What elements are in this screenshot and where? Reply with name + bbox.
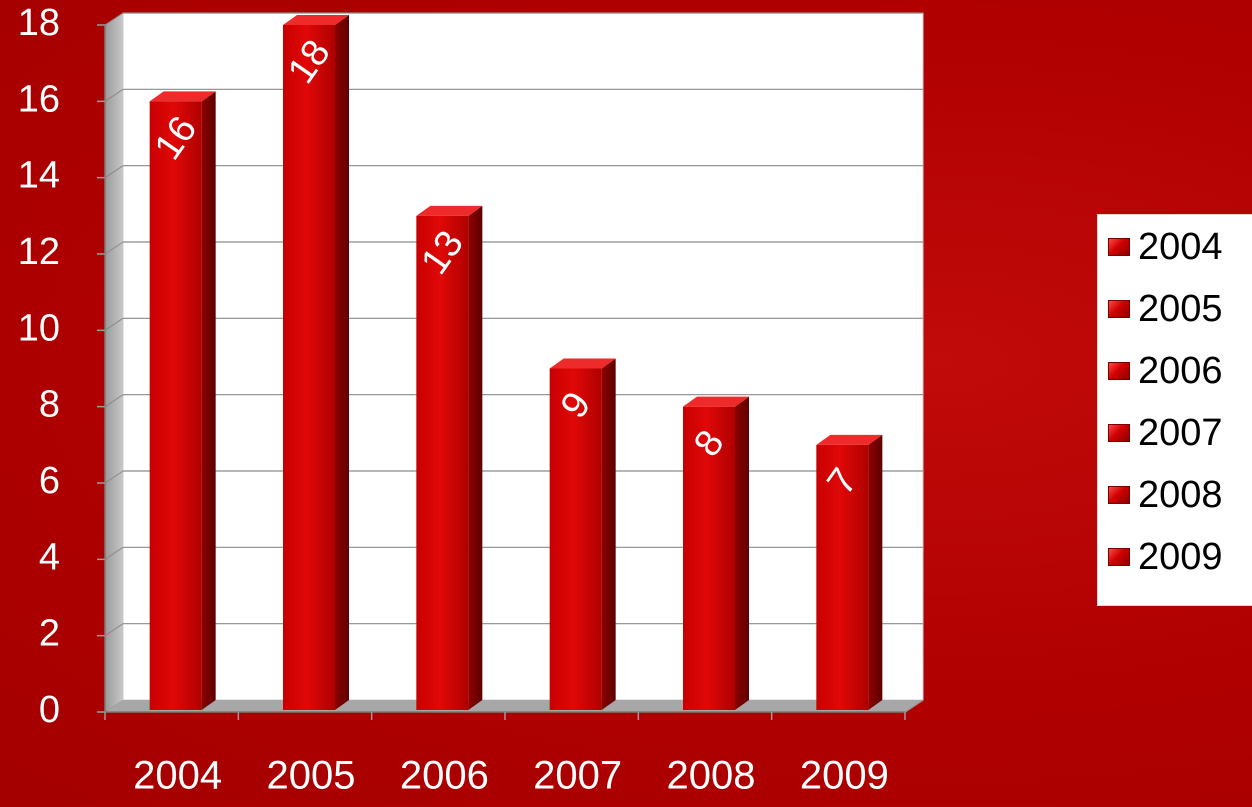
y-tick-label: 2 [39, 613, 60, 655]
bar [683, 406, 735, 710]
legend-item: 2004 [1108, 225, 1223, 269]
bar-side [201, 91, 216, 711]
bar-side [735, 396, 749, 710]
gridline-side [104, 394, 124, 408]
y-tick-label: 4 [39, 536, 60, 578]
bar-group: 9 [549, 358, 616, 710]
bar-top [816, 434, 883, 445]
gridline-side [104, 470, 124, 484]
x-tick-label: 2006 [400, 754, 489, 798]
legend-swatch [1108, 486, 1130, 504]
bar [283, 25, 335, 710]
legend-swatch [1108, 300, 1130, 318]
legend-label: 2007 [1138, 412, 1223, 454]
y-tick-label: 14 [18, 155, 60, 197]
legend-swatch [1108, 424, 1130, 442]
bar-side [868, 434, 883, 710]
legend: 2004 2005 2006 2007 2008 2009 [1097, 214, 1252, 606]
legend-label: 2004 [1138, 226, 1223, 268]
x-axis-depth [904, 699, 924, 713]
y-tick-label: 0 [39, 689, 60, 731]
legend-label: 2005 [1138, 288, 1223, 330]
legend-item: 2008 [1108, 473, 1223, 517]
bar [549, 368, 602, 710]
bar-side [335, 15, 349, 710]
legend-swatch [1108, 238, 1130, 256]
bar-side [468, 205, 483, 711]
y-tick-label: 6 [39, 460, 60, 502]
plot-back-wall [122, 12, 924, 701]
y-axis-ticks: 0 2 4 6 8 10 12 14 16 18 [18, 2, 105, 731]
gridline-side [104, 241, 124, 255]
bar-group: 7 [816, 434, 883, 710]
legend-item: 2005 [1108, 287, 1223, 331]
x-axis-ticks: 2004 2005 2006 2007 2008 2009 [133, 754, 889, 798]
legend-item: 2009 [1108, 535, 1223, 579]
gridline-side [104, 88, 124, 102]
x-tick-label: 2005 [267, 754, 356, 798]
bar-top [416, 205, 483, 216]
y-tick-label: 8 [39, 384, 60, 426]
gridline-side [104, 623, 124, 637]
legend-item: 2006 [1108, 349, 1223, 393]
legend-label: 2008 [1138, 474, 1223, 516]
x-tick-label: 2008 [667, 754, 756, 798]
gridlines [104, 12, 923, 637]
axes [104, 25, 924, 720]
gridline-side [104, 12, 124, 26]
y-tick-label: 12 [18, 231, 60, 273]
x-tick-label: 2004 [133, 754, 222, 798]
bar-top [149, 91, 216, 102]
legend-item: 2007 [1108, 411, 1223, 455]
legend-swatch [1108, 362, 1130, 380]
bar-side [601, 358, 616, 710]
bar-group: 13 [413, 205, 483, 711]
y-tick-label: 16 [18, 78, 60, 120]
x-tick-label: 2009 [800, 754, 889, 798]
bar-top [683, 396, 749, 407]
plot-floor [105, 700, 923, 712]
legend-label: 2009 [1138, 536, 1223, 578]
bar-group: 18 [280, 15, 349, 710]
bar-top [549, 358, 616, 369]
bar-top [283, 15, 349, 25]
x-tick-label: 2007 [533, 754, 622, 798]
y-tick-label: 10 [18, 307, 60, 349]
gridline-side [104, 317, 124, 331]
bar [416, 215, 469, 711]
gridline-side [104, 165, 124, 179]
legend-label: 2006 [1138, 350, 1223, 392]
bar-group: 16 [147, 91, 216, 711]
bar-group: 8 [683, 396, 749, 710]
gridline-side [104, 546, 124, 560]
bar [816, 444, 869, 710]
plot-side-wall [105, 13, 123, 712]
plot-walls [105, 12, 924, 712]
y-tick-label: 18 [18, 2, 60, 44]
bar [149, 101, 202, 711]
legend-swatch [1108, 548, 1130, 566]
